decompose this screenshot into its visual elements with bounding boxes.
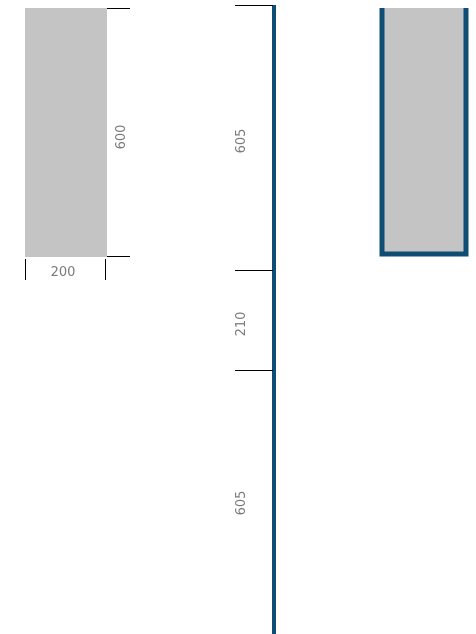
framed-panel-frame [379, 8, 469, 257]
panel-group: 600 200 [25, 8, 130, 280]
panel-width-label: 200 [51, 265, 76, 280]
post-segment-bottom-label: 605 [234, 491, 249, 516]
panel-height-label: 600 [114, 125, 129, 150]
post-segment-middle-label: 210 [234, 312, 249, 337]
grey-panel [25, 8, 107, 257]
post-segment-top-label: 605 [234, 129, 249, 154]
framed-panel-fill [382, 8, 466, 254]
post-bar [272, 5, 276, 634]
framed-panel-group [379, 8, 469, 257]
post-group: 605 210 605 [234, 5, 276, 634]
